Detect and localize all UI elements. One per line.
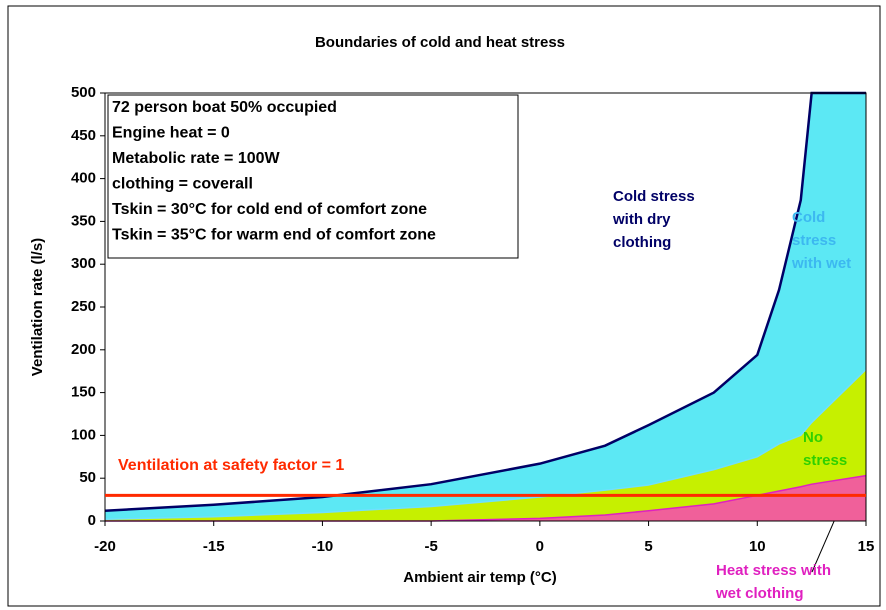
info-line: Tskin = 30°C for cold end of comfort zon… [112, 201, 427, 218]
x-axis-label: Ambient air temp (°C) [403, 569, 557, 586]
region-label: Cold stress with dry clothing [612, 188, 695, 251]
info-line: Metabolic rate = 100W [112, 150, 281, 167]
y-tick-label: 0 [88, 512, 96, 529]
y-tick-label: 100 [71, 426, 96, 443]
x-tick-label: 15 [858, 538, 875, 555]
boundary-line [104, 91, 866, 512]
info-line: Tskin = 35°C for warm end of comfort zon… [112, 227, 436, 244]
info-box [107, 94, 519, 259]
reference-label: Ventilation at safety factor = 1 [118, 457, 344, 474]
x-tick-label: 0 [536, 538, 544, 555]
y-tick-label: 400 [71, 170, 96, 187]
info-line: Engine heat = 0 [112, 125, 230, 142]
chart-title: Boundaries of cold and heat stress [315, 34, 565, 51]
region-label: Heat stress with wet clothing [715, 562, 831, 602]
y-tick-label: 200 [71, 341, 96, 358]
info-line: 72 person boat 50% occupied [112, 99, 337, 116]
info-line: clothing = coverall [112, 176, 253, 193]
x-tick-label: 5 [644, 538, 652, 555]
y-tick-label: 350 [71, 212, 96, 229]
x-tick-label: -10 [312, 538, 334, 555]
y-axis-label: Ventilation rate (l/s) [29, 238, 46, 376]
y-tick-label: 300 [71, 255, 96, 272]
y-tick-label: 150 [71, 384, 96, 401]
region-label: No stress [803, 429, 847, 469]
x-tick-label: -5 [424, 538, 437, 555]
y-tick-label: 250 [71, 298, 96, 315]
y-tick-label: 50 [79, 469, 96, 486]
region-label: Cold stress with wet [791, 209, 851, 272]
area [105, 475, 866, 521]
y-tick-label: 450 [71, 127, 96, 144]
boundary-line [104, 368, 867, 521]
x-tick-label: -15 [203, 538, 225, 555]
x-tick-label: -20 [94, 538, 116, 555]
y-tick-label: 500 [71, 84, 96, 101]
x-tick-label: 10 [749, 538, 766, 555]
area [105, 369, 866, 521]
